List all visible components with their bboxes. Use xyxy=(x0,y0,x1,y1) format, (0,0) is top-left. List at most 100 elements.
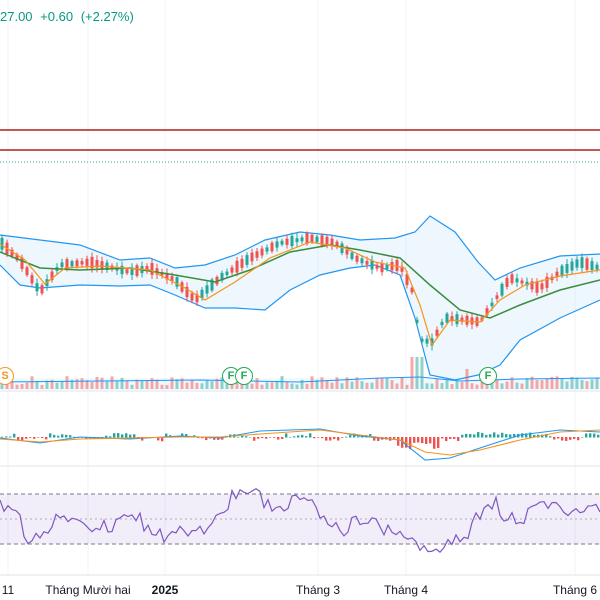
volume-bar xyxy=(375,378,379,389)
macd-histogram-bar xyxy=(265,437,268,439)
volume-bar xyxy=(520,383,524,389)
candle-body xyxy=(525,281,529,286)
split-event-icon[interactable]: S xyxy=(0,367,14,385)
candle-body xyxy=(465,315,469,325)
candle-body xyxy=(395,260,399,271)
volume-bar xyxy=(505,381,509,389)
volume-bar xyxy=(235,382,239,389)
candle-body xyxy=(225,271,229,276)
macd-histogram-bar xyxy=(285,433,288,438)
candle-body xyxy=(260,248,264,256)
volume-bar xyxy=(80,378,84,389)
candle-body xyxy=(490,302,494,307)
macd-histogram-bar xyxy=(185,433,188,438)
volume-bar xyxy=(450,384,454,389)
financials-event-icon[interactable]: F xyxy=(479,367,497,385)
volume-bar xyxy=(320,377,324,389)
volume-bar xyxy=(55,382,59,389)
macd-histogram-bar xyxy=(17,437,20,441)
candle-body xyxy=(135,265,139,276)
volume-bar xyxy=(115,381,119,389)
candle-body xyxy=(530,281,534,290)
volume-bar xyxy=(440,383,444,389)
volume-bar xyxy=(415,357,419,389)
macd-histogram-bar xyxy=(533,434,536,438)
volume-bar xyxy=(265,382,269,389)
candle-body xyxy=(10,249,14,256)
candle-body xyxy=(440,321,444,326)
candle-body xyxy=(175,277,179,287)
macd-histogram-bar xyxy=(505,434,508,438)
macd-histogram-bar xyxy=(553,437,556,440)
macd-histogram-bar xyxy=(205,437,208,441)
candle-body xyxy=(25,267,29,276)
candle-body xyxy=(290,235,294,247)
candle-body xyxy=(405,274,409,285)
macd-histogram-bar xyxy=(481,432,484,438)
volume-bar xyxy=(240,382,244,389)
volume-bar xyxy=(345,377,349,389)
macd-histogram-bar xyxy=(269,437,272,438)
candle-body xyxy=(50,271,54,281)
volume-bar xyxy=(250,383,254,389)
volume-bar xyxy=(465,369,469,389)
candle-body xyxy=(40,285,44,294)
macd-histogram-bar xyxy=(413,437,416,443)
candle-body xyxy=(455,314,459,325)
candle-body xyxy=(425,338,429,344)
volume-bar xyxy=(195,383,199,389)
volume-bar xyxy=(495,379,499,389)
macd-histogram-bar xyxy=(109,436,112,438)
bollinger-fill xyxy=(0,216,600,380)
candle-body xyxy=(240,258,244,268)
candle-body xyxy=(75,260,79,267)
macd-histogram-bar xyxy=(501,432,504,438)
candle-body xyxy=(370,260,374,270)
macd-histogram-bar xyxy=(181,433,184,438)
volume-bar xyxy=(200,383,204,389)
candle-body xyxy=(280,240,284,245)
candle-body xyxy=(505,277,509,287)
macd-histogram-bar xyxy=(445,437,448,442)
candle-body xyxy=(320,235,324,246)
volume-bar xyxy=(530,376,534,389)
candle-body xyxy=(585,258,589,270)
candle-body xyxy=(430,338,434,346)
financials-event-icon[interactable]: F xyxy=(235,367,253,385)
macd-histogram-bar xyxy=(249,436,252,438)
macd-histogram-bar xyxy=(161,437,164,442)
volume-bar xyxy=(125,380,129,389)
volume-bar xyxy=(90,382,94,389)
candle-body xyxy=(35,283,39,292)
candle-body xyxy=(65,259,69,270)
macd-histogram-bar xyxy=(117,433,120,438)
macd-histogram-bar xyxy=(509,434,512,438)
macd-histogram-bar xyxy=(289,436,292,438)
candle-body xyxy=(275,241,279,248)
volume-bar xyxy=(175,379,179,389)
macd-histogram-bar xyxy=(329,437,332,441)
candle-body xyxy=(330,238,334,247)
candle-body xyxy=(270,242,274,252)
macd-histogram-bar xyxy=(349,435,352,438)
volume-bar xyxy=(160,384,164,389)
volume-bar xyxy=(185,382,189,389)
volume-bar xyxy=(570,376,574,389)
macd-histogram-bar xyxy=(417,437,420,443)
macd-histogram-bar xyxy=(485,434,488,438)
macd-histogram-bar xyxy=(29,437,32,438)
time-axis-label: Tháng 3 xyxy=(295,583,341,597)
volume-bar xyxy=(445,379,449,389)
macd-signal-line xyxy=(0,429,600,456)
macd-histogram-bar xyxy=(1,436,4,438)
candle-body xyxy=(385,264,389,270)
macd-histogram-bar xyxy=(5,436,8,438)
macd-histogram-bar xyxy=(405,437,408,448)
volume-bar xyxy=(290,383,294,389)
time-axis-label: 11 xyxy=(1,583,15,597)
macd-histogram-bar xyxy=(53,434,56,438)
candle-body xyxy=(250,252,254,262)
macd-histogram-bar xyxy=(489,434,492,438)
macd-histogram-bar xyxy=(261,437,264,438)
